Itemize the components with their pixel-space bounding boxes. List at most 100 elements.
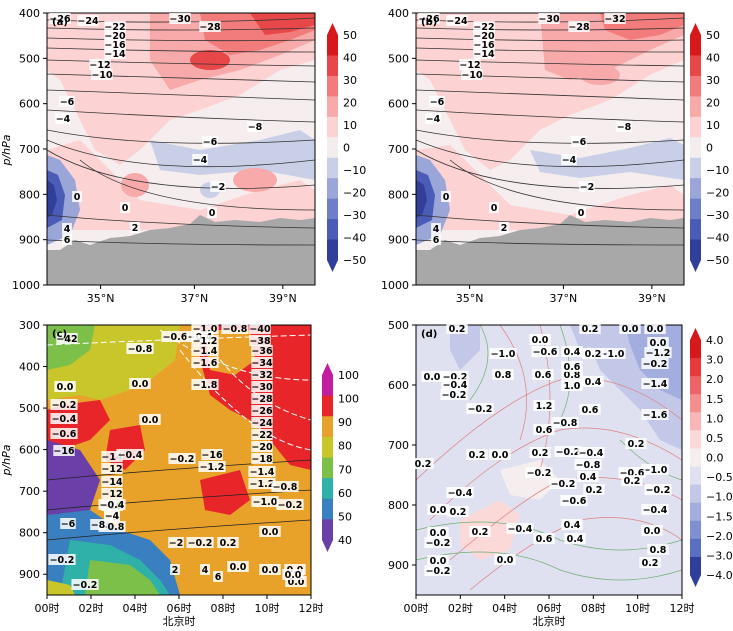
contour-label-bg [549,478,577,489]
x-tick-label: 39°N [638,292,666,305]
colorbar-tick-label: −20 [343,187,366,200]
colorbar-bottom-arrow [690,575,701,587]
contour-label-bg [473,21,495,32]
contour-label: −24 [77,16,99,27]
contour-label-bg [494,554,516,565]
colorbar-tick-label: −1.5 [706,510,733,523]
x-tick-label: 39°N [269,292,297,305]
contour-label-bg [213,571,223,582]
colorbar-tick-label: −50 [706,254,729,267]
contour-label-bg [77,15,99,26]
contour-label: −24 [446,16,468,27]
contour-label-bg [506,523,534,534]
contour-label: −0.2 [643,359,668,370]
contour-label-bg [644,484,672,495]
contour-label-bg [191,335,219,346]
contour-label-bg [248,466,276,477]
contour-label-bg [191,379,219,390]
colorbar-segment [322,395,333,417]
colorbar-segment [690,358,701,377]
colorbar-tick-label: −20 [706,187,729,200]
contour-label-bg [532,369,554,380]
panel-a-field [47,13,315,285]
contour-label: 0.0 [230,562,247,573]
contour-label-bg [285,576,307,587]
contour-label-bg [227,561,249,572]
colorbar-tick-label: −3.0 [706,549,733,562]
y-tick-label: 700 [388,143,409,156]
contour-label: −1.6 [193,358,218,369]
contour-label: −0.2 [551,479,576,490]
contour-label-bg [251,441,273,452]
colorbar-bottom-arrow [327,260,338,272]
contour-label: −0.2 [442,390,467,401]
contour-label: 2 [172,565,179,576]
contour-label-bg [466,449,488,460]
contour-label: 0 [74,192,81,203]
x-tick-label: 35°N [87,292,115,305]
y-tick-label: 800 [19,527,40,540]
contour-label-bg [282,569,304,580]
contour-label-bg [427,555,449,566]
contour-label: 0.2 [586,485,603,496]
contour-label-bg [251,496,279,507]
contour-label: 0.0 [57,382,74,393]
contour-label: 0 [491,203,498,214]
contour-label-bg [647,337,669,348]
contour-label-bg [161,331,189,342]
contour-label: −14 [104,49,126,60]
contour-label: 0.6 [535,370,552,381]
contour-label: 0.8 [564,370,581,381]
colorbar-tick-label: 40 [343,52,357,65]
contour-label: 0.6 [564,362,581,373]
contour-label-bg [62,234,72,245]
contour-label-bg [469,526,491,537]
contour-label-bg [249,323,271,334]
panel-c-x-ticks: 00时 02时 04时 06时 08时 10时 12时 [35,595,324,615]
contour-label-bg [251,381,273,392]
panel-c-colorbar: 100 100 90 80 70 60 50 40 [322,363,359,552]
colorbar-segment [690,376,701,395]
contour-label: −0.2 [50,555,75,566]
contour-label-bg [198,461,226,472]
contour-label: 6 [433,235,440,246]
contour-label: −0.4 [448,488,473,499]
contour-label-bg [577,447,605,458]
contour-label: −1.2 [200,462,225,473]
contour-label: 0.2 [628,439,645,450]
x-tick-label: 12时 [299,602,324,615]
contour-label: 0.2 [449,324,466,335]
contour-label: 0.2 [415,459,432,470]
colorbar-segment [690,502,701,522]
contour-label: 0.2 [532,448,549,459]
y-tick-label: 700 [19,143,40,156]
contour-label-bg [53,445,75,456]
contour-label: −36 [251,346,273,357]
colorbar-top-arrow [327,23,338,35]
colorbar-tick-label: 40 [338,534,352,547]
contour-label-bg [104,39,126,50]
contour-label: −16 [53,446,75,457]
contour-label: −12 [101,489,122,500]
contour-label: −0.4 [443,380,468,391]
contour-label: 0 [578,208,585,219]
colorbar-segment [690,466,701,486]
y-tick-label: 1000 [12,279,40,292]
colorbar-segment [322,478,333,500]
contour-label-bg [564,533,586,544]
x-tick-label: 04时 [123,602,148,615]
contour-label: −4 [426,114,441,125]
colorbar-segment [690,137,701,159]
colorbar-tick-label: 100 [338,393,359,406]
contour-label-bg [191,323,219,334]
contour-label: −20 [251,442,273,453]
panel-b-label: (b) [421,17,437,28]
panel-c: −42−1.0−0.8−40−0.6−0.4−1.2−38−0.8−1.4−36… [0,319,359,628]
contour-label-bg [251,453,273,464]
contour-label-bg [533,424,555,435]
contour-label-bg [48,554,76,565]
panel-c-xlabel: 北京时 [163,614,196,628]
contour-label-bg [579,181,595,192]
contour-label: 0 [122,203,129,214]
y-tick-label: 600 [19,444,40,457]
